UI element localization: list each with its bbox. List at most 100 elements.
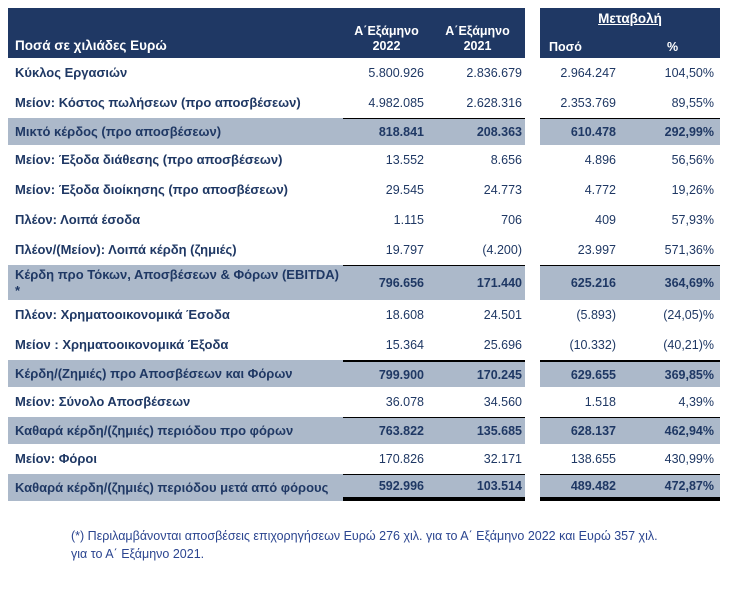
change-amount: 4.772: [584, 183, 616, 197]
value-h1-2022: 29.545: [385, 183, 424, 197]
row-label: Πλέον: Χρηματοοικονομικά Έσοδα: [15, 307, 230, 323]
change-title: Μεταβολή: [598, 11, 662, 26]
value-h1-2022: 36.078: [385, 395, 424, 410]
table-row: Καθαρά κέρδη/(ζημιές) περιόδου μετά από …: [8, 474, 720, 502]
value-h1-2021: 208.363: [430, 118, 525, 145]
value-h1-2021: 24.501: [483, 308, 522, 323]
column-gap: [525, 235, 540, 265]
value-h1-2021: 135.685: [430, 417, 525, 445]
column-gap: [525, 474, 540, 502]
table-body: Κύκλος Εργασιών 5.800.926 2.836.679 2.964.2…: [8, 58, 720, 502]
value-h1-2022: 13.552: [385, 153, 424, 167]
value-h1-2022: 5.800.926: [368, 66, 424, 80]
value-h1-2021: 8.656: [490, 153, 522, 167]
change-pct: 4,39%: [678, 395, 714, 410]
change-pct: 571,36%: [664, 243, 714, 257]
table-row: Μείον: Κόστος πωλήσεων (προ αποσβέσεων) 4…: [8, 88, 720, 118]
value-h1-2021: 2.628.316: [466, 96, 522, 110]
value-h1-2022: 170.826: [378, 452, 424, 467]
change-pct: 19,26%: [671, 183, 714, 197]
change-pct: 472,87%: [625, 474, 720, 502]
column-gap: [525, 265, 540, 301]
row-label: Κέρδη προ Τόκων, Αποσβέσεων & Φόρων (EBI…: [8, 265, 343, 301]
table-row: Μείον: Σύνολο Αποσβέσεων 36.078 34.560 1.51…: [8, 387, 720, 418]
row-label: Μείον: Έξοδα διάθεσης (προ αποσβέσεων): [15, 152, 283, 168]
units-header: Ποσά σε χιλιάδες Ευρώ: [8, 8, 343, 58]
column-gap: [525, 8, 540, 58]
column-header-h1-2021: Α΄Εξάμηνο 2021: [430, 8, 525, 58]
value-h1-2022: 763.822: [343, 417, 430, 445]
table-row: Μείον : Χρηματοοικονομικά Έξοδα 15.364 25.…: [8, 330, 720, 361]
change-amount: 409: [595, 213, 616, 227]
change-pct: (40,21)%: [663, 338, 714, 353]
change-pct: 430,99%: [664, 452, 714, 467]
column-gap: [525, 88, 540, 118]
change-pct: 462,94%: [625, 417, 720, 445]
column-gap: [525, 417, 540, 445]
row-label: Μείον: Έξοδα διοίκησης (προ αποσβέσεων): [15, 182, 289, 198]
row-label: Μείον : Χρηματοοικονομικά Έξοδα: [15, 337, 229, 353]
change-amount: 23.997: [577, 243, 616, 257]
change-header-block: Μεταβολή Ποσό %: [540, 8, 720, 58]
change-amount: 629.655: [540, 360, 625, 388]
column-gap: [525, 360, 540, 388]
value-h1-2021: 25.696: [483, 338, 522, 353]
change-pct-header: %: [666, 40, 679, 54]
value-h1-2022: 799.900: [343, 360, 430, 388]
value-h1-2022: 796.656: [343, 265, 430, 301]
change-amount: 4.896: [584, 153, 616, 167]
table-row: Μείον: Έξοδα διάθεσης (προ αποσβέσεων) 13…: [8, 145, 720, 175]
column-gap: [525, 300, 540, 331]
value-h1-2021: 32.171: [483, 452, 522, 467]
column-gap: [525, 330, 540, 361]
row-label: Πλέον/(Μείον): Λοιπά κέρδη (ζημιές): [15, 242, 237, 258]
value-h1-2022: 818.841: [343, 118, 430, 145]
table-row: Κύκλος Εργασιών 5.800.926 2.836.679 2.964.2…: [8, 58, 720, 88]
row-label: Κύκλος Εργασιών: [15, 65, 128, 81]
change-amount: 1.518: [584, 395, 616, 410]
row-label: Καθαρά κέρδη/(ζημιές) περιόδου προ φόρων: [8, 417, 343, 445]
change-pct: 57,93%: [671, 213, 714, 227]
change-amount: (10.332): [569, 338, 616, 353]
row-label: Κέρδη/(Ζημιές) προ Αποσβέσεων και Φόρων: [8, 360, 343, 388]
change-amount-header: Ποσό: [549, 40, 582, 54]
column-gap: [525, 175, 540, 205]
change-amount: 2.353.769: [560, 96, 616, 110]
value-h1-2021: 34.560: [483, 395, 522, 410]
value-h1-2022: 592.996: [343, 474, 430, 502]
table-header: Ποσά σε χιλιάδες Ευρώ Α΄Εξάμηνο 2022 Α΄Ε…: [8, 8, 720, 58]
footnote: (*) Περιλαμβάνονται αποσβέσεις επιχορηγή…: [71, 529, 658, 562]
value-h1-2022: 18.608: [385, 308, 424, 323]
financial-results-table: Ποσά σε χιλιάδες Ευρώ Α΄Εξάμηνο 2022 Α΄Ε…: [8, 8, 720, 502]
change-subheaders: Ποσό %: [540, 40, 720, 58]
row-label: Μικτό κέρδος (προ αποσβέσεων): [8, 118, 343, 145]
change-pct: 56,56%: [671, 153, 714, 167]
value-h1-2022: 1.115: [393, 213, 424, 227]
row-label: Μείον: Σύνολο Αποσβέσεων: [15, 394, 191, 410]
column-gap: [525, 145, 540, 175]
value-h1-2021: 103.514: [430, 474, 525, 502]
change-pct: (24,05)%: [663, 308, 714, 323]
value-h1-2022: 4.982.085: [368, 96, 424, 110]
change-pct: 104,50%: [664, 66, 714, 80]
value-h1-2021: 2.836.679: [466, 66, 522, 80]
row-label: Καθαρά κέρδη/(ζημιές) περιόδου μετά από …: [8, 474, 343, 502]
table-row: Πλέον: Λοιπά έσοδα 1.115 706 409 57,93%: [8, 205, 720, 235]
change-amount: (5.893): [576, 308, 616, 323]
change-amount: 628.137: [540, 417, 625, 445]
change-pct: 89,55%: [671, 96, 714, 110]
row-label: Πλέον: Λοιπά έσοδα: [15, 212, 141, 228]
value-h1-2021: 171.440: [430, 265, 525, 301]
change-pct: 369,85%: [625, 360, 720, 388]
change-amount: 625.216: [540, 265, 625, 301]
table-row: Κέρδη/(Ζημιές) προ Αποσβέσεων και Φόρων 7…: [8, 360, 720, 388]
table-row: Μείον: Φόροι 170.826 32.171 138.655 430,99%: [8, 444, 720, 475]
change-pct: 364,69%: [625, 265, 720, 301]
table-row: Πλέον: Χρηματοοικονομικά Έσοδα 18.608 24.5…: [8, 300, 720, 331]
row-label: Μείον: Φόροι: [15, 451, 97, 467]
column-gap: [525, 387, 540, 418]
table-row: Μικτό κέρδος (προ αποσβέσεων) 818.841 208.…: [8, 118, 720, 145]
column-gap: [525, 205, 540, 235]
table-row: Καθαρά κέρδη/(ζημιές) περιόδου προ φόρων…: [8, 417, 720, 445]
change-pct: 292,99%: [625, 118, 720, 145]
